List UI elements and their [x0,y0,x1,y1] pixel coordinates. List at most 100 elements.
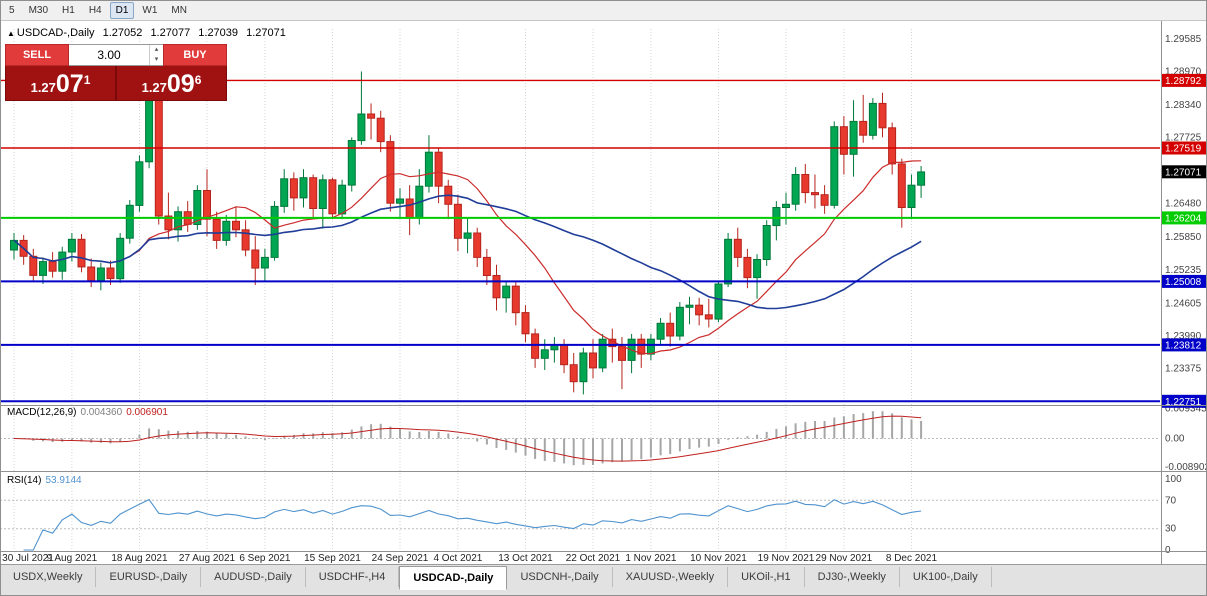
macd-histogram-bar [920,420,923,439]
price-axis-tick: 1.29585 [1165,34,1202,45]
price-axis-tick: 1.25850 [1165,232,1202,243]
candle-body [521,312,530,335]
candle-body [666,322,675,337]
chart-tab-bar: USDX,Weekly EURUSD-,Daily AUDUSD-,Daily USD… [0,564,1207,596]
candle-body [888,127,897,165]
timeframe-button[interactable]: M30 [28,4,49,16]
candle-body [270,205,279,258]
timeframe-button[interactable]: W1 [142,4,158,16]
ohlc-readout: ▲ USDCAD-,Daily 1.27052 1.27077 1.27039 1… [7,27,291,39]
readout-open: 1.27052 [102,27,143,39]
rsi-value: 53.9144 [45,475,82,486]
macd-indicator-label: MACD(12,26,9) 0.004360 0.006901 [7,407,168,418]
macd-histogram-bar [649,438,652,458]
volume-up-button[interactable]: ▴ [154,46,159,53]
candle-body [367,113,376,119]
candle-body [232,220,240,231]
macd-histogram-bar [775,428,778,439]
timeframe-button[interactable]: D1 [109,1,135,19]
sell-price-pip-digit: 1 [83,73,91,87]
candle-body [376,117,385,143]
chart-tab[interactable]: EURUSD-,Daily [96,567,202,587]
macd-histogram-bar [505,438,508,450]
candle-body [396,198,404,204]
candle-body [203,190,211,220]
timeframe-button[interactable]: H4 [88,4,102,16]
candle-body [714,283,723,320]
buy-button[interactable]: BUY [163,44,227,66]
candle-body [646,338,655,355]
macd-histogram-bar [177,430,180,439]
date-axis-label: 10 Nov 2021 [690,553,747,564]
buy-price-pip-digit: 6 [194,73,202,87]
volume-spinner: ▴ ▾ [149,45,163,65]
candle-body [569,364,578,383]
price-tag-bg [1162,141,1207,155]
macd-histogram-bar [370,424,373,439]
uptick-marker-icon: ▲ [7,29,15,38]
volume-input[interactable]: 3.00 [97,48,121,62]
candle-body [338,184,347,215]
chart-tab[interactable]: XAUUSD-,Weekly [613,567,729,587]
macd-histogram-bar [814,421,816,439]
timeframe-button[interactable]: MN [171,4,187,16]
macd-histogram-bar [756,434,759,439]
chart-tab[interactable]: USDCHF-,H4 [306,567,400,587]
candle-body [357,113,366,142]
volume-down-button[interactable]: ▾ [154,56,159,63]
macd-histogram-bar [128,438,131,440]
date-axis-label: 15 Sep 2021 [304,553,361,564]
macd-histogram-bar [292,434,295,439]
candle-body [299,177,308,199]
price-axis-tick: 1.27725 [1165,133,1202,144]
candles-layer [10,71,926,395]
price-tag-bg [1162,274,1207,288]
price-tag-text: 1.25008 [1165,277,1202,288]
price-tag-text: 1.23812 [1165,340,1202,351]
sell-price[interactable]: 1.27 07 1 [6,66,115,100]
candle-body [579,352,588,383]
candle-body [473,232,482,258]
macd-signal-value: 0.006901 [126,407,168,418]
chart-tab[interactable]: UKOil-,H1 [728,567,805,587]
timeframe-button[interactable]: 5 [9,4,15,16]
candle-body [386,141,395,204]
candle-body [598,338,607,369]
sell-button[interactable]: SELL [5,44,69,66]
date-axis-label: 19 Nov 2021 [758,553,815,564]
macd-histogram-bar [399,428,401,439]
price-tag: 1.27519 [1162,141,1207,155]
price-axis-tick: 1.26480 [1165,199,1202,210]
timeframe-button[interactable]: H1 [62,4,75,16]
macd-histogram-bar [804,421,807,439]
macd-histogram-bar [447,433,450,439]
candle-body [502,285,511,299]
chart-tab[interactable]: DJ30-,Weekly [805,567,900,587]
macd-histogram-bar [312,433,315,439]
macd-histogram-bar [138,434,141,439]
macd-histogram-bar [678,438,681,452]
chart-tab[interactable]: USDCNH-,Daily [507,567,613,587]
macd-histogram-bar [157,429,160,439]
candle-body [917,171,926,186]
macd-histogram-bar [543,438,546,461]
macd-histogram-bar [669,438,672,454]
candle-body [116,237,125,280]
chart-tab[interactable]: UK100-,Daily [900,567,992,587]
date-axis-label: 22 Oct 2021 [566,553,621,564]
macd-histogram-bar [640,438,643,460]
chart-tab[interactable]: AUDUSD-,Daily [201,567,306,587]
chart-tab[interactable]: USDCAD-,Daily [399,566,508,590]
candle-body [859,120,868,136]
candle-body [328,179,337,215]
macd-histogram-bar [727,438,730,440]
candle-body [482,256,491,276]
candle-body [589,352,597,369]
macd-histogram-bar [389,426,392,439]
buy-price[interactable]: 1.27 09 6 [117,66,226,100]
macd-axis-tick: 0.00 [1165,434,1185,445]
macd-histogram-bar [186,431,189,439]
macd-histogram-bar [273,438,276,439]
chart-tab[interactable]: USDX,Weekly [0,567,97,587]
